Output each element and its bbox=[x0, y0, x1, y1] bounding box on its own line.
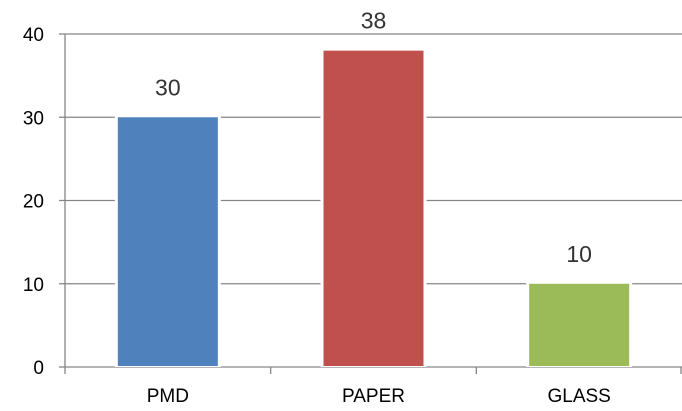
y-tick-label: 0 bbox=[33, 358, 44, 379]
labels: 0 10 20 30 40 30 PMD 38 PAPER 10 GLASS bbox=[23, 8, 611, 407]
data-label-paper: 38 bbox=[361, 8, 387, 34]
bars bbox=[114, 47, 633, 368]
data-label-glass: 10 bbox=[566, 241, 592, 267]
bar-pmd bbox=[117, 117, 218, 366]
x-tick-label-pmd: PMD bbox=[147, 386, 189, 407]
y-tick-label: 40 bbox=[23, 25, 44, 46]
y-tick-label: 30 bbox=[23, 108, 44, 129]
y-tick-label: 10 bbox=[23, 275, 44, 296]
bar-glass bbox=[529, 283, 630, 366]
y-tick-label: 20 bbox=[23, 192, 44, 213]
data-label-pmd: 30 bbox=[155, 74, 181, 100]
bar-paper bbox=[323, 50, 424, 367]
x-tick-label-paper: PAPER bbox=[342, 386, 405, 407]
x-tick-label-glass: GLASS bbox=[547, 386, 610, 407]
